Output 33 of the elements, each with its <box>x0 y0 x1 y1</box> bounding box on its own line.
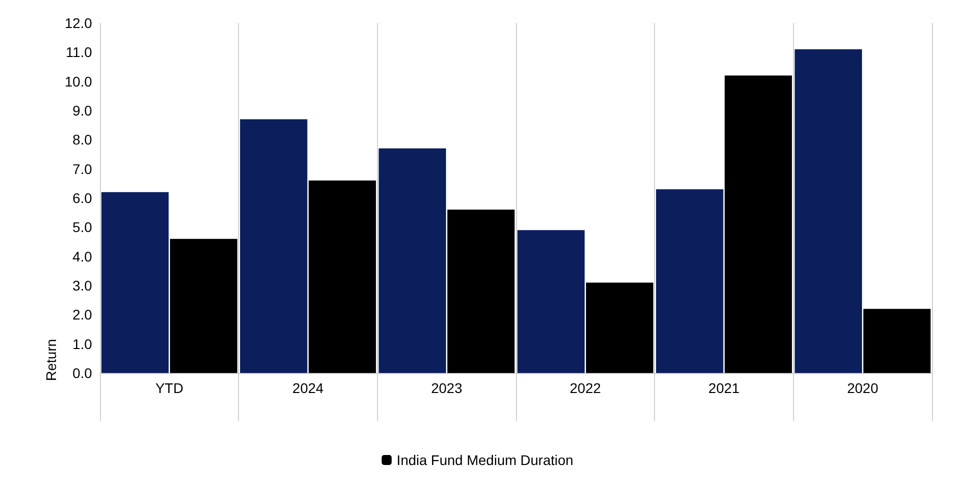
y-tick-label: 4.0 <box>72 248 92 264</box>
x-tick-label: 2020 <box>847 380 878 396</box>
y-tick-label: 6.0 <box>72 190 92 206</box>
y-axis-title: Return <box>43 338 59 381</box>
bar <box>378 148 446 373</box>
bar <box>517 230 585 373</box>
y-tick-label: 0.0 <box>72 365 92 381</box>
bar <box>240 119 308 373</box>
bar <box>794 49 862 373</box>
bar <box>170 238 238 373</box>
bar <box>308 180 376 373</box>
x-tick-label: 2022 <box>570 380 602 396</box>
y-tick-label: 7.0 <box>72 160 92 177</box>
bar <box>101 192 169 373</box>
x-tick-label: YTD <box>155 380 184 396</box>
bar <box>724 76 792 373</box>
bar <box>863 308 931 373</box>
bar <box>656 189 724 373</box>
y-tick-label: 8.0 <box>72 132 92 148</box>
y-tick-label: 5.0 <box>72 219 92 236</box>
legend-label: India Fund Medium Duration <box>396 452 574 468</box>
x-tick-label: 2024 <box>292 380 324 396</box>
y-tick-label: 1.0 <box>72 336 92 352</box>
x-tick-label: 2023 <box>431 380 462 396</box>
bar <box>586 282 654 373</box>
y-tick-label: 11.0 <box>66 44 92 60</box>
y-tick-label: 10.0 <box>64 73 92 90</box>
x-tick-label: 2021 <box>708 380 740 396</box>
y-tick-label: 9.0 <box>72 102 92 118</box>
y-tick-label: 12.0 <box>64 15 92 31</box>
bar <box>447 210 515 373</box>
y-tick-label: 3.0 <box>72 278 92 294</box>
y-tick-label: 2.0 <box>72 306 92 323</box>
